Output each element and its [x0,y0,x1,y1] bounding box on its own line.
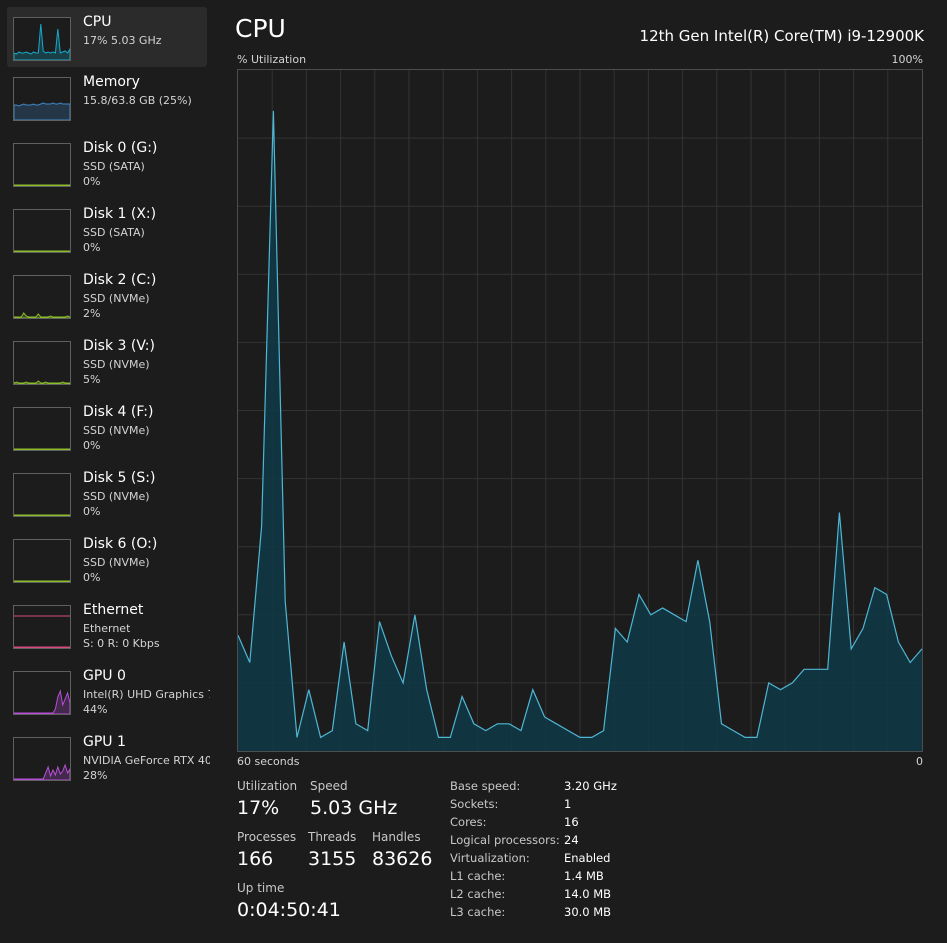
spec-label: Logical processors: [450,833,560,847]
sidebar-item-title: Memory [83,74,140,90]
sidebar-item-value: 28% [83,769,108,782]
sidebar-item-thumbnail-graph [13,275,71,319]
sidebar-item-detail: SSD (SATA) [83,160,145,173]
spec-value: 16 [564,815,579,829]
spec-label: L2 cache: [450,887,506,901]
sidebar-item-memory[interactable]: Memory 15.8/63.8 GB (25%) [7,67,207,127]
sidebar-item-detail: 15.8/63.8 GB (25%) [83,94,192,107]
sidebar-item-value: 5% [83,373,101,386]
sidebar-item-thumbnail-graph [13,605,71,649]
sidebar-item-detail: 17% 5.03 GHz [83,34,162,47]
uptime-value: 0:04:50:41 [237,899,341,921]
spec-label: Cores: [450,815,487,829]
sidebar-item-title: Disk 6 (O:) [83,536,158,552]
sidebar-item-title: Disk 2 (C:) [83,272,157,288]
sidebar-item-disk-3-v[interactable]: Disk 3 (V:) SSD (NVMe) 5% [7,331,207,391]
page-title: CPU [235,14,286,43]
cpu-model: 12th Gen Intel(R) Core(TM) i9-12900K [639,27,924,45]
sidebar-item-value: 0% [83,505,101,518]
sidebar-item-disk-0-g[interactable]: Disk 0 (G:) SSD (SATA) 0% [7,133,207,193]
sidebar-item-disk-1-x[interactable]: Disk 1 (X:) SSD (SATA) 0% [7,199,207,259]
sidebar: CPU 17% 5.03 GHz Memory 15.8/63.8 GB (25%) D… [0,0,218,943]
spec-value: 14.0 MB [564,887,612,901]
graph-y-max-label: 100% [891,53,923,66]
threads-value: 3155 [308,848,357,870]
graph-x-right-label: 0 [916,755,923,768]
spec-label: Sockets: [450,797,499,811]
sidebar-item-disk-6-o[interactable]: Disk 6 (O:) SSD (NVMe) 0% [7,529,207,589]
sidebar-item-detail: SSD (NVMe) [83,490,150,503]
spec-value: 24 [564,833,579,847]
speed-label: Speed [310,779,348,793]
sidebar-item-thumbnail-graph [13,77,71,121]
spec-label: Virtualization: [450,851,530,865]
sidebar-item-title: Disk 5 (S:) [83,470,156,486]
sidebar-item-detail: Ethernet [83,622,131,635]
sidebar-item-disk-2-c[interactable]: Disk 2 (C:) SSD (NVMe) 2% [7,265,207,325]
sidebar-item-title: CPU [83,14,112,30]
graph-y-label: % Utilization [237,53,307,66]
graph-x-left-label: 60 seconds [237,755,300,768]
sidebar-item-value: S: 0 R: 0 Kbps [83,637,160,650]
cpu-utilization-chart [238,70,923,751]
sidebar-item-cpu[interactable]: CPU 17% 5.03 GHz [7,7,207,67]
sidebar-item-thumbnail-graph [13,209,71,253]
sidebar-item-thumbnail-graph [13,407,71,451]
utilization-value: 17% [237,797,280,819]
sidebar-item-ethernet[interactable]: Ethernet Ethernet S: 0 R: 0 Kbps [7,595,207,655]
sidebar-item-value: 2% [83,307,101,320]
sidebar-item-detail: SSD (SATA) [83,226,145,239]
spec-label: Base speed: [450,779,521,793]
sidebar-item-gpu-1[interactable]: GPU 1 NVIDIA GeForce RTX 407 28% [7,727,210,787]
handles-label: Handles [372,830,421,844]
spec-value: 1 [564,797,572,811]
sidebar-item-thumbnail-graph [13,539,71,583]
spec-value: 3.20 GHz [564,779,617,793]
sidebar-item-title: Ethernet [83,602,144,618]
sidebar-item-value: 0% [83,175,101,188]
spec-value: 1.4 MB [564,869,604,883]
sidebar-item-thumbnail-graph [13,473,71,517]
sidebar-item-thumbnail-graph [13,737,71,781]
sidebar-item-value: 0% [83,439,101,452]
processes-value: 166 [237,848,274,870]
spec-value: 30.0 MB [564,905,612,919]
sidebar-item-detail: SSD (NVMe) [83,292,150,305]
spec-value: Enabled [564,851,611,865]
sidebar-item-value: 44% [83,703,108,716]
sidebar-item-title: GPU 0 [83,668,126,684]
sidebar-item-title: Disk 4 (F:) [83,404,154,420]
cpu-utilization-line [238,110,923,739]
cpu-utilization-graph [237,69,923,752]
sidebar-item-detail: Intel(R) UHD Graphics 7 [83,688,210,701]
utilization-label: Utilization [237,779,298,793]
sidebar-item-thumbnail-graph [13,143,71,187]
sidebar-item-value: 0% [83,241,101,254]
sidebar-item-title: Disk 3 (V:) [83,338,155,354]
sidebar-item-thumbnail-graph [13,671,71,715]
sidebar-item-detail: NVIDIA GeForce RTX 407 [83,754,210,767]
main-panel: CPU 12th Gen Intel(R) Core(TM) i9-12900K… [230,0,947,943]
spec-label: L1 cache: [450,869,506,883]
cpu-utilization-area [238,110,922,751]
uptime-label: Up time [237,881,285,895]
spec-label: L3 cache: [450,905,506,919]
sidebar-item-title: Disk 0 (G:) [83,140,158,156]
sidebar-item-disk-5-s[interactable]: Disk 5 (S:) SSD (NVMe) 0% [7,463,207,523]
sidebar-item-thumbnail-graph [13,341,71,385]
sidebar-item-value: 0% [83,571,101,584]
speed-value: 5.03 GHz [310,797,398,819]
threads-label: Threads [308,830,357,844]
handles-value: 83626 [372,848,433,870]
sidebar-item-disk-4-f[interactable]: Disk 4 (F:) SSD (NVMe) 0% [7,397,207,457]
sidebar-item-detail: SSD (NVMe) [83,358,150,371]
processes-label: Processes [237,830,297,844]
sidebar-item-detail: SSD (NVMe) [83,556,150,569]
sidebar-item-title: Disk 1 (X:) [83,206,157,222]
sidebar-item-gpu-0[interactable]: GPU 0 Intel(R) UHD Graphics 7 44% [7,661,210,721]
sidebar-item-thumbnail-graph [13,17,71,61]
sidebar-item-title: GPU 1 [83,734,126,750]
sidebar-item-detail: SSD (NVMe) [83,424,150,437]
